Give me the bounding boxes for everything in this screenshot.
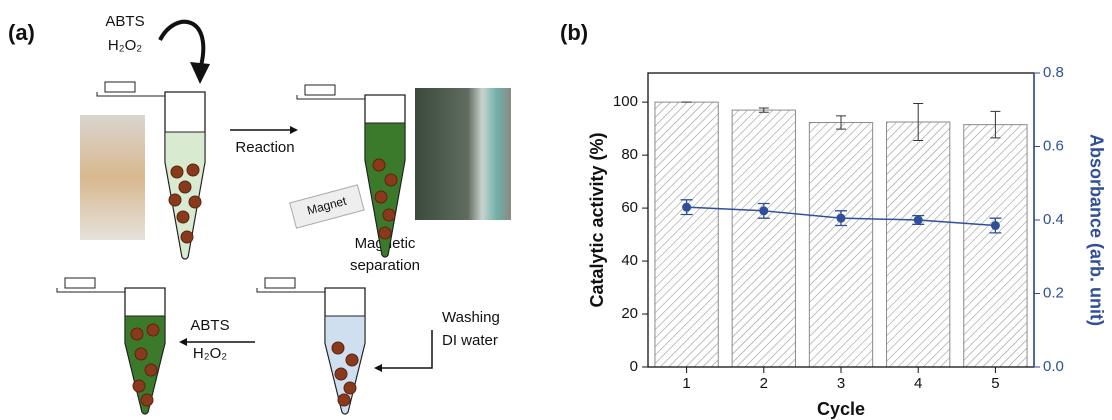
tube-cap — [65, 278, 95, 288]
particle — [177, 211, 189, 223]
reagent: ABTS — [190, 317, 229, 334]
y-tick-label: 20 — [621, 305, 638, 322]
reagent: H₂O₂ — [108, 37, 142, 54]
reagent: H₂O₂ — [193, 345, 227, 362]
y-tick-label: 100 — [613, 93, 638, 110]
x-tick-label: 1 — [682, 375, 690, 392]
particle — [145, 364, 157, 376]
particle — [344, 382, 356, 394]
point — [914, 216, 923, 225]
y2-tick-label: 0.8 — [1043, 64, 1064, 81]
arrow — [382, 330, 432, 368]
particle — [179, 181, 191, 193]
y-tick-label: 60 — [621, 199, 638, 216]
bar — [964, 125, 1027, 367]
arrowhead — [190, 62, 210, 84]
y-tick-label: 80 — [621, 146, 638, 163]
panel-label: (b) — [560, 20, 588, 45]
arrowhead — [290, 126, 298, 134]
bar — [732, 110, 795, 367]
particle — [338, 394, 350, 406]
y2-tick-label: 0.6 — [1043, 137, 1064, 154]
step-label: DI water — [442, 332, 498, 349]
particle — [189, 196, 201, 208]
particle — [383, 209, 395, 221]
particle — [375, 191, 387, 203]
x-tick-label: 2 — [760, 375, 768, 392]
y2-axis-title: Absorbance (arb. unit) — [1086, 134, 1106, 326]
y2-tick-label: 0.2 — [1043, 284, 1064, 301]
point — [682, 203, 691, 212]
tube-cap — [105, 82, 135, 92]
figure: (a) ABTS H₂O₂ Reaction Magnet Magnetic s… — [0, 0, 1112, 420]
tube-hinge — [297, 95, 365, 99]
point — [759, 206, 768, 215]
particle — [133, 380, 145, 392]
step-label: Reaction — [235, 139, 294, 156]
bar — [887, 122, 950, 367]
particle — [332, 342, 344, 354]
y-tick-label: 0 — [630, 358, 638, 375]
y-tick-label: 40 — [621, 252, 638, 269]
step-label: Washing — [442, 309, 500, 326]
particle — [131, 328, 143, 340]
point — [837, 214, 846, 223]
arrowhead — [179, 338, 187, 346]
particle — [346, 354, 358, 366]
tube-cap — [265, 278, 295, 288]
particle — [385, 174, 397, 186]
particle — [141, 394, 153, 406]
tube-hinge — [97, 92, 165, 96]
particle — [379, 227, 391, 239]
particle — [147, 324, 159, 336]
y2-tick-label: 0.0 — [1043, 358, 1064, 375]
particle — [181, 231, 193, 243]
tube-cap — [305, 85, 335, 95]
x-tick-label: 5 — [991, 375, 999, 392]
particle — [135, 348, 147, 360]
particle — [171, 166, 183, 178]
panel-b: (b) 0 20 40 60 80 100 0.0 0.2 0.4 0.6 0.8 1 2 3 4 5 Cycl… — [560, 20, 1106, 419]
particle — [169, 194, 181, 206]
tube-hinge — [57, 288, 125, 292]
y-axis-title: Catalytic activity (%) — [587, 132, 607, 307]
tube-hinge — [257, 288, 325, 292]
x-tick-label: 3 — [837, 375, 845, 392]
panel-label: (a) — [8, 20, 35, 45]
particle — [373, 159, 385, 171]
particle — [335, 368, 347, 380]
panel-a: (a) ABTS H₂O₂ Reaction Magnet Magnetic s… — [8, 13, 511, 414]
photo — [415, 88, 511, 220]
x-axis-title: Cycle — [817, 399, 865, 419]
arrowhead — [374, 364, 382, 372]
photo — [80, 115, 145, 240]
bar — [809, 123, 872, 367]
x-tick-label: 4 — [914, 375, 922, 392]
reagent: ABTS — [105, 13, 144, 30]
y2-tick-label: 0.4 — [1043, 211, 1064, 228]
bar — [655, 102, 718, 367]
step-label: separation — [350, 257, 420, 274]
particle — [187, 164, 199, 176]
point — [991, 221, 1000, 230]
